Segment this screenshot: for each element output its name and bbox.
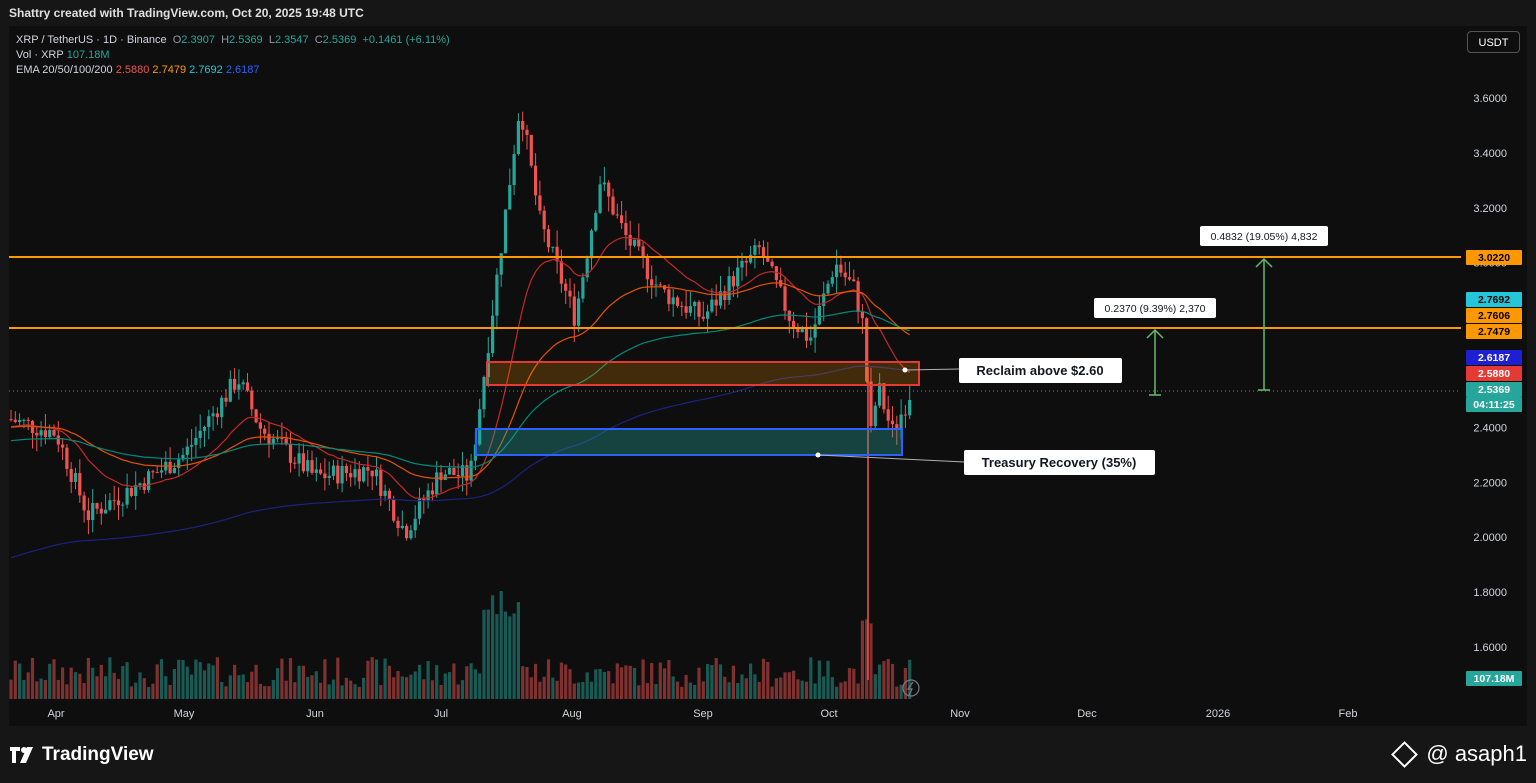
ema100-value: 2.7692 [189, 64, 223, 76]
watermark: @ asaph1 [1391, 740, 1527, 768]
ema200-value: 2.6187 [225, 64, 260, 76]
ema20-value: 2.5880 [115, 64, 150, 76]
attribution-text: Shattry created with TradingView.com, Oc… [9, 6, 364, 20]
attribution-bar: Shattry created with TradingView.com, Oc… [0, 0, 1536, 26]
chart-legend: XRP / TetherUS · 1D · Binance O2.3907 H2… [16, 33, 450, 78]
tradingview-logo-icon [10, 747, 33, 763]
volume-row[interactable]: Vol · XRP 107.18M [16, 49, 110, 61]
close-value: 2.5369 [322, 34, 357, 46]
ema-row[interactable]: EMA 20/50/100/200 2.5880 2.7479 2.7692 2… [16, 64, 260, 76]
chart-area[interactable] [9, 26, 1527, 726]
tradingview-logo[interactable]: TradingView [10, 744, 154, 766]
low-value: 2.3547 [274, 34, 309, 46]
high-value: 2.5369 [229, 34, 263, 46]
volume-value: 107.18M [66, 49, 110, 61]
binance-square-icon [1391, 740, 1419, 768]
open-value: 2.3907 [181, 34, 215, 46]
ema50-value: 2.7479 [152, 64, 187, 76]
footer [0, 726, 1536, 783]
ohlc-row: XRP / TetherUS · 1D · Binance O2.3907 H2… [16, 34, 450, 46]
change-value: +0.1461 (+6.11%) [362, 34, 450, 46]
symbol-label[interactable]: XRP / TetherUS · 1D · Binance [16, 34, 167, 46]
currency-button[interactable]: USDT [1467, 31, 1520, 53]
